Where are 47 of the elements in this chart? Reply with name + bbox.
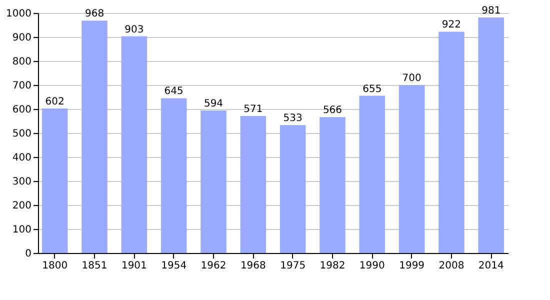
bar bbox=[320, 117, 346, 253]
y-tick-label: 200 bbox=[12, 200, 32, 212]
data-label: 571 bbox=[244, 104, 263, 115]
x-tick-label: 1962 bbox=[200, 260, 226, 272]
x-tick-label: 1851 bbox=[82, 260, 108, 272]
y-tick-label: 400 bbox=[12, 152, 32, 164]
bar bbox=[240, 116, 266, 253]
y-tick-label: 600 bbox=[12, 104, 32, 116]
bar bbox=[42, 108, 68, 253]
y-tick-label: 1000 bbox=[6, 8, 32, 20]
data-label: 655 bbox=[362, 84, 382, 95]
bar bbox=[359, 96, 386, 253]
y-tick-label: 900 bbox=[12, 32, 32, 44]
x-tick-label: 1990 bbox=[359, 260, 385, 272]
y-tick-label: 700 bbox=[12, 80, 32, 92]
data-label: 594 bbox=[204, 98, 224, 110]
y-tick-label: 100 bbox=[12, 224, 32, 236]
x-tick-label: 1975 bbox=[280, 260, 306, 272]
x-tick-label: 1968 bbox=[240, 260, 266, 272]
x-tick-label: 2014 bbox=[478, 260, 504, 272]
y-tick-label: 300 bbox=[12, 176, 32, 188]
x-tick-label: 2008 bbox=[438, 260, 464, 272]
bar bbox=[121, 36, 148, 253]
x-tick-label: 1999 bbox=[399, 260, 425, 272]
x-tick-label: 1800 bbox=[42, 260, 68, 272]
bar bbox=[160, 98, 187, 253]
y-tick-label: 0 bbox=[25, 248, 32, 260]
bar bbox=[200, 110, 226, 253]
x-tick-label: 1982 bbox=[320, 260, 346, 272]
data-label: 602 bbox=[45, 96, 64, 108]
bar bbox=[82, 20, 108, 253]
data-label: 968 bbox=[84, 8, 104, 20]
data-label: 700 bbox=[402, 73, 422, 84]
data-label: 922 bbox=[442, 20, 462, 31]
bar bbox=[280, 125, 306, 253]
x-tick-label: 1901 bbox=[121, 260, 147, 272]
y-tick-label: 500 bbox=[12, 128, 32, 140]
y-tick-label: 800 bbox=[12, 56, 32, 68]
x-tick-label: 1954 bbox=[161, 260, 187, 272]
data-label: 981 bbox=[482, 6, 501, 17]
bar bbox=[438, 32, 464, 253]
data-label: 566 bbox=[322, 105, 342, 116]
bar bbox=[398, 85, 425, 253]
data-label: 903 bbox=[124, 24, 144, 36]
bar bbox=[478, 18, 504, 253]
data-label: 645 bbox=[164, 86, 184, 98]
data-label: 533 bbox=[283, 113, 302, 124]
